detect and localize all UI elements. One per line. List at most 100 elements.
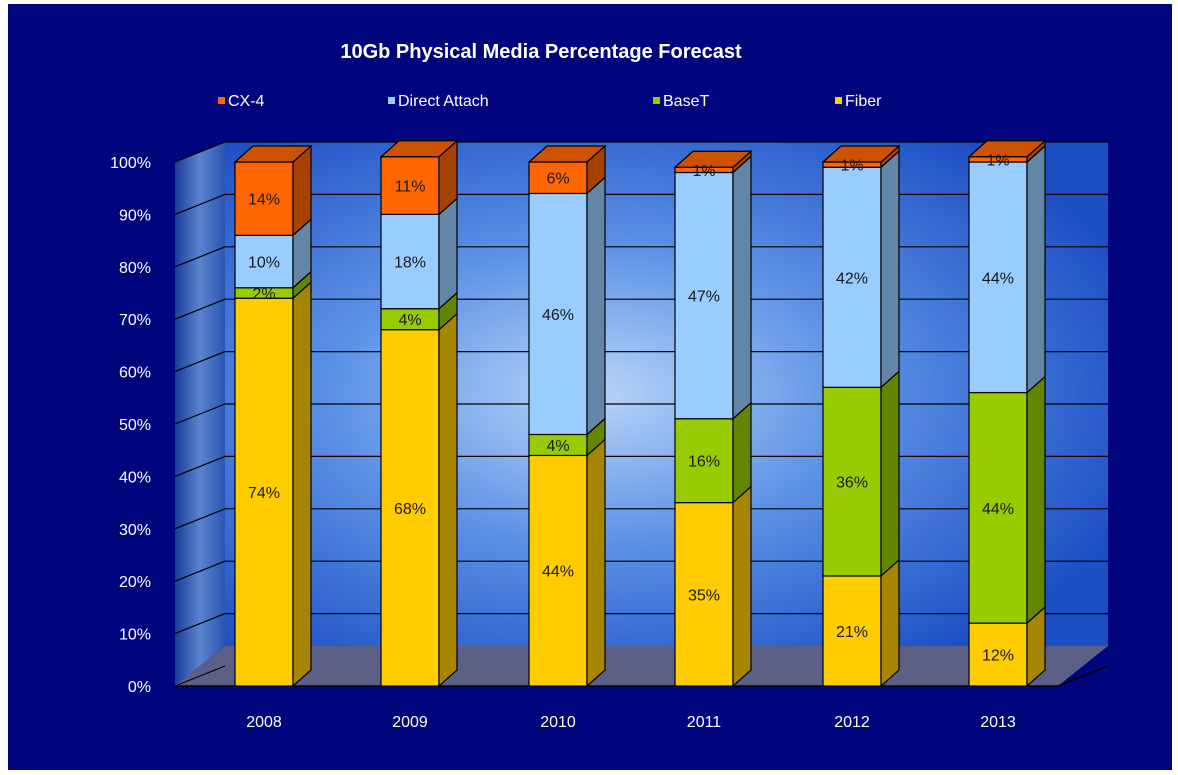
bar-side-fiber-2011 <box>732 485 752 688</box>
bar-segment-fiber-2010 <box>528 438 606 688</box>
bar-segment-cx-4-2010 <box>527 144 607 195</box>
legend-label-fiber: Fiber <box>845 93 882 110</box>
legend-item-direct-attach: Direct Attach <box>388 93 489 110</box>
bar-segment-direct-attach-2012 <box>822 149 900 389</box>
bar-top-2011 <box>673 150 753 168</box>
y-axis: 0% 10% 20% 30% 40% 50% 60% 70% 80% 90% 100% <box>110 155 151 696</box>
data-label-direct-attach-2013: 44% <box>982 270 1014 287</box>
data-label-cx-4-2008: 14% <box>248 192 280 209</box>
side-gridline <box>174 455 226 477</box>
bar-side-baset-2013 <box>1026 375 1046 625</box>
x-tick-label: 2012 <box>834 714 870 731</box>
y-tick-label: 100% <box>110 155 151 172</box>
bar-side-fiber-2008 <box>292 280 312 688</box>
data-label-direct-attach-2008: 10% <box>248 255 280 272</box>
bar-front-fiber-2009 <box>380 329 440 687</box>
y-tick-label: 70% <box>119 312 151 329</box>
bar-side-direct-attach-2011 <box>732 155 752 421</box>
bar-front-direct-attach-2009 <box>380 213 440 310</box>
bar-segment-direct-attach-2009 <box>380 197 458 311</box>
side-gridline <box>174 141 226 163</box>
data-label-fiber-2011: 35% <box>688 587 720 604</box>
plot-walls <box>175 142 1108 686</box>
data-label-cx-4-2011: 1% <box>692 163 715 180</box>
chart-frame: 10Gb Physical Media Percentage Forecast … <box>8 4 1172 770</box>
bar-segment-direct-attach-2011 <box>674 155 752 421</box>
bar-front-fiber-2011 <box>674 502 734 687</box>
bar-top-2010 <box>527 145 607 163</box>
bar-side-direct-attach-2013 <box>1026 144 1046 394</box>
bar-segment-fiber-2011 <box>674 485 752 688</box>
data-label-baset-2011: 16% <box>688 454 720 471</box>
y-tick-label: 90% <box>119 207 151 224</box>
data-label-baset-2010: 4% <box>546 438 569 455</box>
bar-side-fiber-2012 <box>880 558 900 688</box>
bar-segment-cx-4-2008 <box>233 144 313 237</box>
bar-segment-fiber-2008 <box>234 280 312 688</box>
data-label-baset-2013: 44% <box>982 501 1014 518</box>
bar-front-fiber-2013 <box>968 622 1028 687</box>
bar-segment-baset-2013 <box>968 375 1046 625</box>
data-label-direct-attach-2012: 42% <box>836 270 868 287</box>
legend-swatch-baset <box>653 97 660 104</box>
bar-side-direct-attach-2010 <box>586 176 606 436</box>
side-gridline <box>174 665 226 687</box>
x-tick-label: 2013 <box>980 714 1016 731</box>
bar-side-direct-attach-2012 <box>880 149 900 389</box>
data-label-fiber-2009: 68% <box>394 501 426 518</box>
legend-label-cx-4: CX-4 <box>228 93 265 110</box>
bar-side-fiber-2009 <box>438 312 458 688</box>
stacked-bar-chart: 10Gb Physical Media Percentage Forecast … <box>110 41 1109 731</box>
bar-segment-fiber-2012 <box>822 558 900 688</box>
legend-swatch-fiber <box>835 97 842 104</box>
legend-item-fiber: Fiber <box>835 93 882 110</box>
data-label-fiber-2008: 74% <box>248 485 280 502</box>
legend: CX-4 Direct Attach BaseT Fiber <box>218 93 882 110</box>
x-tick-label: 2008 <box>246 714 282 731</box>
bar-front-cx-4-2010 <box>528 161 588 195</box>
y-tick-label: 10% <box>119 627 151 644</box>
bar-front-fiber-2012 <box>822 575 882 687</box>
gridlines <box>174 141 1109 687</box>
bar-front-direct-attach-2011 <box>674 171 734 420</box>
bar-segment-cx-4-2011 <box>673 149 753 174</box>
y-tick-label: 50% <box>119 417 151 434</box>
bar-front-fiber-2008 <box>234 297 294 687</box>
legend-swatch-cx-4 <box>218 97 225 104</box>
legend-item-cx-4: CX-4 <box>218 93 265 110</box>
side-gridline <box>174 193 226 215</box>
bar-segment-cx-4-2012 <box>821 144 901 169</box>
data-label-cx-4-2013: 1% <box>986 152 1009 169</box>
bar-top-2012 <box>821 145 901 163</box>
legend-label-baset: BaseT <box>663 93 709 110</box>
x-axis: 2008 2009 2010 2011 2012 2013 <box>246 714 1016 731</box>
bar-front-direct-attach-2013 <box>968 161 1028 394</box>
data-label-direct-attach-2009: 18% <box>394 255 426 272</box>
bar-front-direct-attach-2010 <box>528 192 588 436</box>
x-tick-label: 2010 <box>540 714 576 731</box>
side-gridline <box>174 246 226 268</box>
bars <box>233 139 1047 688</box>
legend-label-direct-attach: Direct Attach <box>398 93 489 110</box>
legend-swatch-direct-attach <box>388 97 395 104</box>
bar-front-cx-4-2009 <box>380 156 440 215</box>
bar-segment-cx-4-2009 <box>379 139 459 216</box>
bar-segment-fiber-2009 <box>380 312 458 688</box>
floor-right-edge <box>1057 665 1109 687</box>
bar-front-fiber-2010 <box>528 454 588 687</box>
data-label-direct-attach-2010: 46% <box>542 307 574 324</box>
y-tick-label: 0% <box>128 679 151 696</box>
bar-segment-cx-4-2013 <box>967 139 1047 164</box>
data-label-baset-2012: 36% <box>836 475 868 492</box>
x-tick-label: 2009 <box>392 714 428 731</box>
x-tick-label: 2011 <box>687 714 722 731</box>
chart-title: 10Gb Physical Media Percentage Forecast <box>340 41 742 63</box>
bar-top-2009 <box>379 140 459 158</box>
legend-item-baset: BaseT <box>653 93 709 110</box>
bar-top-2013 <box>967 140 1047 158</box>
side-gridline <box>174 560 226 582</box>
bar-top-2008 <box>233 145 313 163</box>
bar-segment-baset-2012 <box>822 369 900 578</box>
bar-front-direct-attach-2012 <box>822 166 882 388</box>
y-tick-label: 40% <box>119 469 151 486</box>
